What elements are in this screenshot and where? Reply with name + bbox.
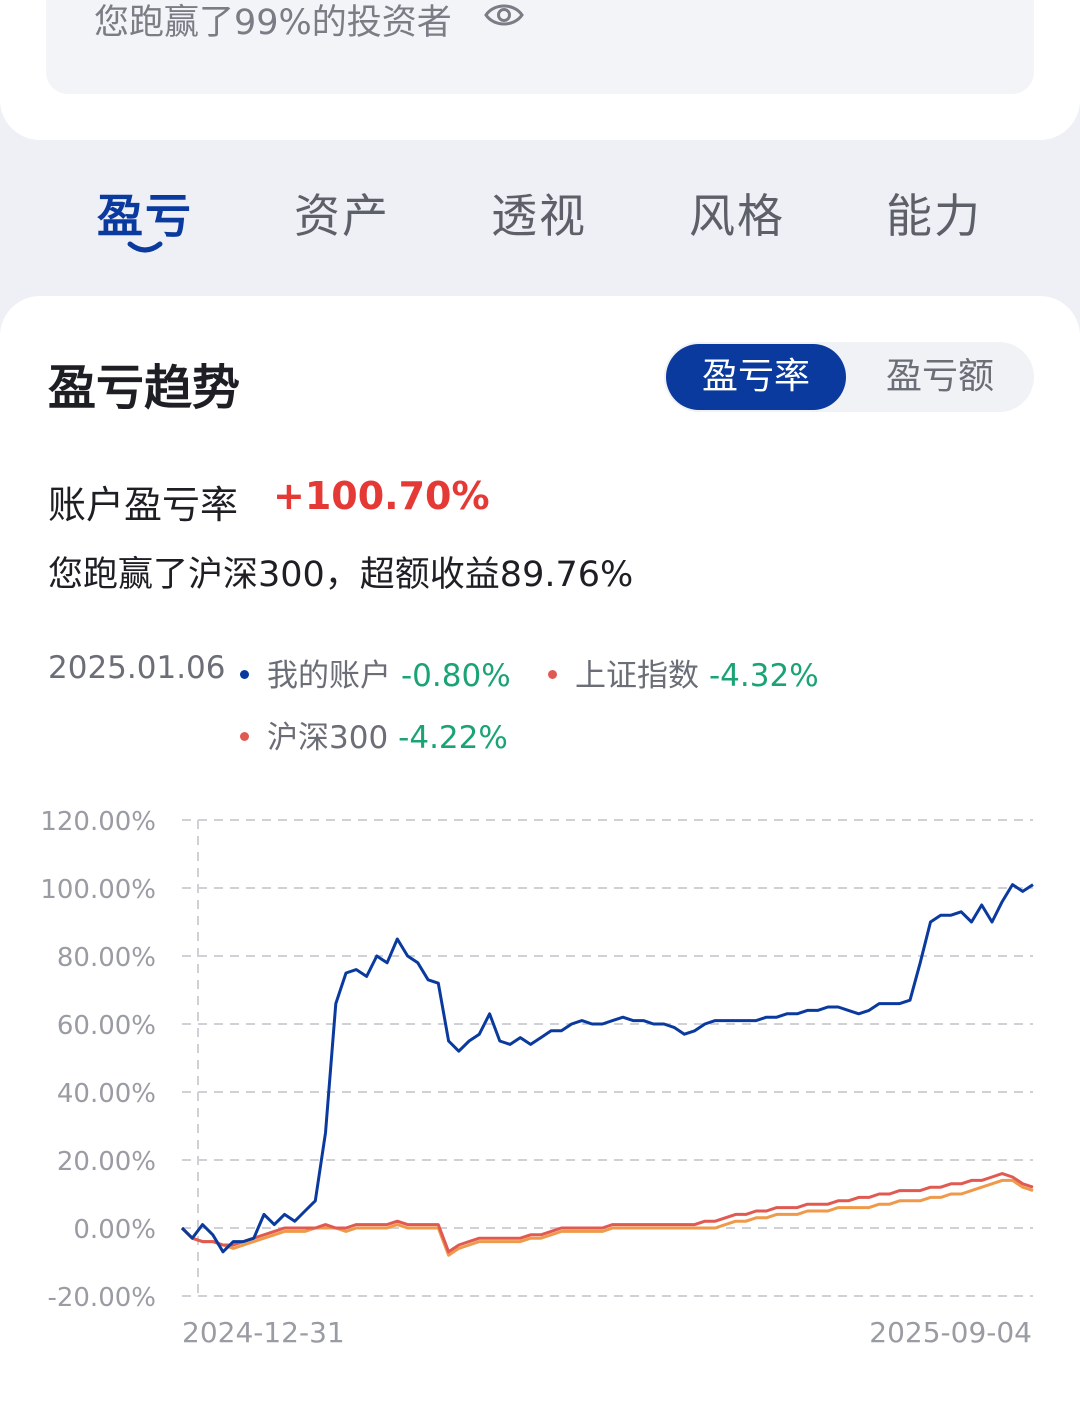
section-title: 盈亏趋势 bbox=[48, 360, 241, 416]
series-line-csi300 bbox=[180, 1178, 1034, 1257]
y-tick-label: 120.00% bbox=[40, 807, 156, 837]
rate-amount-toggle: 盈亏率 盈亏额 bbox=[664, 342, 1034, 412]
tab-ability[interactable]: 能力 bbox=[886, 189, 982, 243]
beat-investors-text: 您跑赢了99%的投资者 bbox=[94, 3, 452, 43]
legend-dot bbox=[240, 670, 249, 679]
y-tick-label: 20.00% bbox=[57, 1147, 156, 1177]
chart-legend: 2025.01.06 我的账户 -0.80% 上证指数 -4.32% 沪深300 -4… bbox=[0, 646, 1080, 756]
tab-assets[interactable]: 资产 bbox=[294, 189, 390, 243]
toggle-amount-button[interactable]: 盈亏额 bbox=[885, 356, 994, 397]
legend-value: -4.32% bbox=[709, 658, 819, 694]
summary-card: 您跑赢了99%的投资者 bbox=[0, 0, 1080, 140]
legend-dot bbox=[240, 732, 249, 741]
legend-name: 我的账户 bbox=[267, 658, 391, 694]
legend-name: 沪深300 bbox=[267, 720, 389, 756]
y-tick-label: 100.00% bbox=[40, 875, 156, 905]
y-tick-label: 80.00% bbox=[57, 943, 156, 973]
beat-banner: 您跑赢了99%的投资者 bbox=[46, 0, 1034, 94]
y-tick-label: 60.00% bbox=[57, 1011, 156, 1041]
y-tick-label: 0.00% bbox=[73, 1215, 156, 1245]
account-rate-value: +100.70% bbox=[273, 474, 490, 518]
eye-icon[interactable] bbox=[484, 0, 524, 30]
legend-item-shanghai: 上证指数 -4.32% bbox=[548, 650, 819, 695]
account-rate-label: 账户盈亏率 bbox=[48, 483, 239, 527]
legend-item-account: 我的账户 -0.80% bbox=[240, 650, 511, 695]
series-line-account bbox=[180, 883, 1034, 1254]
x-tick-label: 2025-09-04 bbox=[869, 1316, 1032, 1349]
active-tab-indicator bbox=[127, 241, 163, 253]
legend-value: -0.80% bbox=[401, 658, 511, 694]
analysis-tabs: 盈亏 资产 透视 风格 能力 bbox=[0, 180, 1080, 260]
legend-name: 上证指数 bbox=[575, 658, 699, 694]
profit-trend-chart[interactable]: 120.00% 100.00% 80.00% 60.00% 40.00% 20.00% 0.… bbox=[0, 790, 1080, 1360]
profit-trend-card: 盈亏趋势 盈亏率 盈亏额 账户盈亏率 +100.70% 您跑赢了沪深300，超额… bbox=[0, 296, 1080, 1418]
y-tick-label: 40.00% bbox=[57, 1079, 156, 1109]
legend-dot bbox=[548, 670, 557, 679]
series-line-shanghai bbox=[180, 1172, 1034, 1254]
y-tick-label: -20.00% bbox=[47, 1283, 156, 1313]
toggle-rate-button[interactable]: 盈亏率 bbox=[666, 344, 846, 410]
tab-style[interactable]: 风格 bbox=[689, 189, 785, 243]
x-tick-label: 2024-12-31 bbox=[182, 1316, 345, 1349]
beat-index-text: 您跑赢了沪深300，超额收益89.76% bbox=[48, 555, 634, 595]
legend-value: -4.22% bbox=[398, 720, 508, 756]
legend-date: 2025.01.06 bbox=[48, 650, 226, 686]
tab-profit-loss[interactable]: 盈亏 bbox=[97, 189, 193, 243]
tab-insight[interactable]: 透视 bbox=[491, 189, 587, 243]
legend-item-csi300: 沪深300 -4.22% bbox=[240, 712, 508, 757]
